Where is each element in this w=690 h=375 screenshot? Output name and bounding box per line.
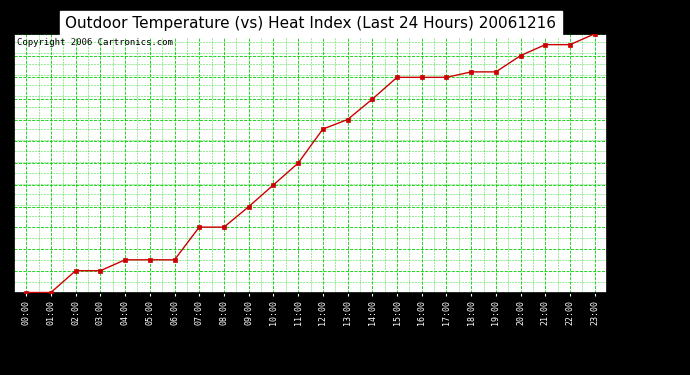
Text: Copyright 2006 Cartronics.com: Copyright 2006 Cartronics.com (17, 38, 172, 46)
Title: Outdoor Temperature (vs) Heat Index (Last 24 Hours) 20061216: Outdoor Temperature (vs) Heat Index (Las… (65, 16, 556, 31)
